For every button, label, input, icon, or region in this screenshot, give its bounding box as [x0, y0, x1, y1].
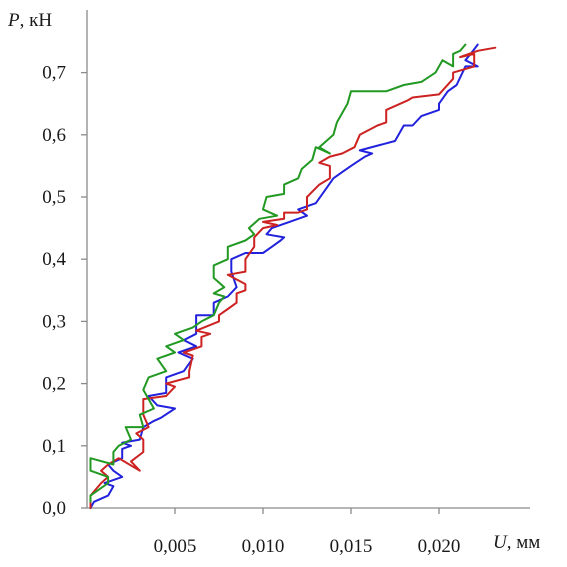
y-axis-var: P — [7, 10, 20, 31]
x-tick-label: 0,005 — [154, 536, 197, 557]
y-axis-title: P, кН — [7, 10, 52, 31]
x-axis-title: U, мм — [493, 532, 540, 553]
y-tick-label: 0,5 — [42, 187, 66, 208]
series-line-1 — [89, 43, 479, 509]
y-tick-label: 0,0 — [42, 498, 66, 519]
y-tick-label: 0,6 — [42, 125, 66, 146]
x-axis: 0,005 0,010 0,015 0,020 U, мм — [87, 507, 540, 557]
y-ticks: 0,0 0,1 0,2 0,3 0,4 0,5 0,6 0,7 — [42, 63, 87, 519]
y-axis: 0,0 0,1 0,2 0,3 0,4 0,5 0,6 0,7 P, кН — [7, 10, 88, 519]
y-tick-label: 0,7 — [42, 63, 66, 84]
y-axis-unit: , кН — [20, 10, 53, 31]
x-axis-var: U — [493, 532, 508, 553]
series-line-3 — [89, 43, 467, 503]
x-ticks: 0,005 0,010 0,015 0,020 — [154, 508, 461, 557]
y-tick-label: 0,4 — [42, 249, 66, 270]
y-tick-label: 0,3 — [42, 311, 66, 332]
x-axis-unit: , мм — [507, 532, 541, 553]
y-tick-label: 0,1 — [42, 436, 66, 457]
x-tick-label: 0,020 — [418, 536, 461, 557]
series-line-2 — [89, 46, 497, 509]
x-tick-label: 0,010 — [242, 536, 285, 557]
y-tick-label: 0,2 — [42, 374, 66, 395]
x-tick-label: 0,015 — [330, 536, 373, 557]
series-group — [89, 43, 497, 509]
